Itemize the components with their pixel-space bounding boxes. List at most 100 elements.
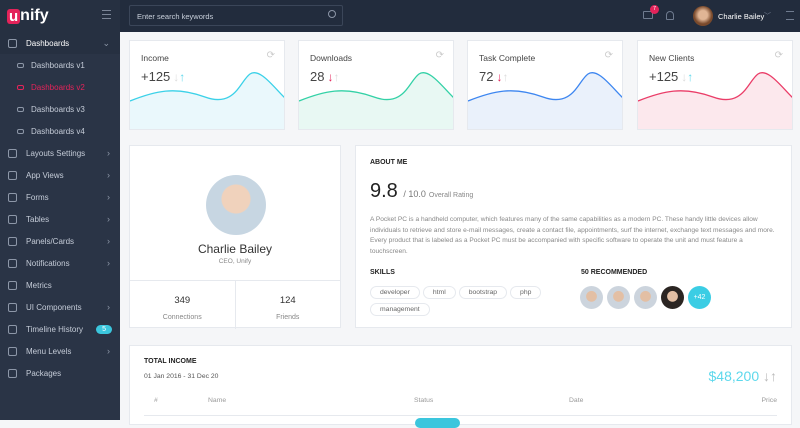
recommended-list: +42 [580, 286, 711, 309]
sidebar-item-label: Dashboards v4 [31, 126, 85, 136]
profile-name: Charlie Bailey [197, 242, 273, 256]
user-name[interactable]: Charlie Bailey [718, 12, 765, 21]
stat-card-new-clients: New Clients ⟳ +125 ↓↑ [637, 40, 793, 130]
sidebar-item-dashboards-v4[interactable]: Dashboards v4 [0, 120, 120, 142]
trend-down-icon: ↓↑ [496, 70, 509, 84]
monitor-icon [17, 84, 24, 90]
date-range[interactable]: 01 Jan 2016 - 31 Dec 20 [144, 373, 219, 380]
bell-icon[interactable] [666, 11, 674, 20]
sparkline [638, 72, 792, 129]
sidebar-item-panels-cards[interactable]: Panels/Cards › [0, 230, 120, 252]
chevron-right-icon: › [107, 258, 110, 268]
chevron-right-icon: › [107, 192, 110, 202]
refresh-icon[interactable]: ⟳ [604, 50, 613, 61]
search-input[interactable]: Enter search keywords [129, 5, 343, 26]
column-header[interactable]: Date [569, 397, 584, 404]
sidebar-item-label: Panels/Cards [26, 236, 75, 246]
sidebar-item-label: Packages [26, 368, 62, 378]
skills-heading: SKILLS [370, 269, 395, 276]
sidebar-item-dashboards-v1[interactable]: Dashboards v1 [0, 54, 120, 76]
sidebar-item-label: Notifications [26, 258, 70, 268]
sparkline-line [468, 72, 622, 102]
stat-card-downloads: Downloads ⟳ 28 ↓↑ [298, 40, 454, 130]
sidebar-item-ui-components[interactable]: UI Components › [0, 296, 120, 318]
stat-title: New Clients [649, 53, 695, 63]
avatar[interactable] [580, 286, 603, 309]
skill-tag[interactable]: html [422, 286, 456, 299]
total-income-card: TOTAL INCOME 01 Jan 2016 - 31 Dec 20 $48… [129, 345, 792, 428]
more-recommended-button[interactable]: +42 [688, 286, 711, 309]
sort-arrows-icon: ↓↑ [763, 368, 777, 384]
table-icon [8, 214, 17, 224]
trend-up-icon: ↓↑ [681, 70, 694, 84]
sidebar-item-timeline-history[interactable]: Timeline History 5 [0, 318, 120, 340]
gear-icon [8, 148, 17, 158]
sidebar-item-label: App Views [26, 170, 64, 180]
sparkline-line [299, 72, 453, 102]
column-header[interactable]: Status [414, 397, 434, 404]
settings-icon [8, 302, 17, 312]
stat-value: 72 ↓↑ [479, 69, 509, 84]
sidebar-item-packages[interactable]: Packages [0, 362, 120, 384]
sidebar-item-tables[interactable]: Tables › [0, 208, 120, 230]
count-badge: 5 [96, 324, 112, 334]
sidebar-item-dashboards-v2[interactable]: Dashboards v2 [0, 76, 120, 98]
sidebar-item-label: Dashboards v2 [31, 82, 85, 92]
sidebar-item-notifications[interactable]: Notifications › [0, 252, 120, 274]
profile-photo [206, 175, 266, 235]
timeline-icon [8, 324, 17, 334]
chevron-down-icon[interactable]: ﹀ [764, 13, 771, 20]
skill-tag[interactable]: php [510, 286, 542, 299]
layers-icon [8, 170, 17, 180]
stat-card-task-complete: Task Complete ⟳ 72 ↓↑ [467, 40, 623, 130]
sidebar-item-label: Layouts Settings [26, 148, 86, 158]
chevron-right-icon: › [107, 170, 110, 180]
chat-icon[interactable] [643, 11, 653, 19]
sidebar-item-dashboards[interactable]: Dashboards ⌄ [0, 32, 120, 54]
stat-value: 28 ↓↑ [310, 69, 340, 84]
avatar[interactable] [634, 286, 657, 309]
sparkline-area [468, 72, 622, 129]
about-heading: ABOUT ME [370, 159, 408, 166]
sidebar-item-forms[interactable]: Forms › [0, 186, 120, 208]
avatar[interactable] [693, 6, 713, 26]
logo[interactable]: u nify [0, 0, 120, 32]
skills-list: developer html bootstrap php management [370, 286, 570, 316]
sparkline [468, 72, 622, 129]
avatar[interactable] [607, 286, 630, 309]
sidebar: u nify Dashboards ⌄ Dashboards v1 Dashboards… [0, 0, 120, 420]
sidebar-item-dashboards-v3[interactable]: Dashboards v3 [0, 98, 120, 120]
link-icon [17, 62, 24, 68]
column-header[interactable]: Name [208, 397, 227, 404]
sidebar-item-label: Metrics [26, 280, 52, 290]
sidebar-toggle-icon[interactable] [102, 10, 111, 19]
refresh-icon[interactable]: ⟳ [774, 50, 783, 61]
profile-role: CEO, Unify [218, 258, 252, 265]
drive-icon [17, 106, 24, 112]
stat-title: Income [141, 53, 169, 63]
sparkline-area [638, 72, 792, 129]
sidebar-item-label: Menu Levels [26, 346, 72, 356]
refresh-icon[interactable]: ⟳ [266, 50, 275, 61]
avatar[interactable] [661, 286, 684, 309]
stat-card-income: Income ⟳ +125 ↓↑ [129, 40, 285, 130]
refresh-icon[interactable]: ⟳ [435, 50, 444, 61]
sidebar-item-menu-levels[interactable]: Menu Levels › [0, 340, 120, 362]
column-header[interactable]: Price [761, 397, 778, 404]
sparkline [299, 72, 453, 129]
chevron-right-icon: › [107, 214, 110, 224]
menu-icon[interactable] [786, 11, 794, 20]
skill-tag[interactable]: bootstrap [458, 286, 508, 299]
sparkline-line [130, 72, 284, 102]
topbar: Enter search keywords 7 Charlie Bailey ﹀ [120, 0, 800, 32]
sidebar-item-app-views[interactable]: App Views › [0, 164, 120, 186]
chevron-right-icon: › [107, 302, 110, 312]
skill-tag[interactable]: developer [370, 286, 420, 299]
sidebar-item-layouts-settings[interactable]: Layouts Settings › [0, 142, 120, 164]
skill-tag[interactable]: management [370, 303, 430, 316]
sidebar-item-metrics[interactable]: Metrics [0, 274, 120, 296]
column-header[interactable]: # [154, 397, 158, 404]
search-icon[interactable] [328, 10, 336, 18]
stat-title: Downloads [310, 53, 353, 63]
sidebar-item-label: Dashboards v3 [31, 104, 85, 114]
